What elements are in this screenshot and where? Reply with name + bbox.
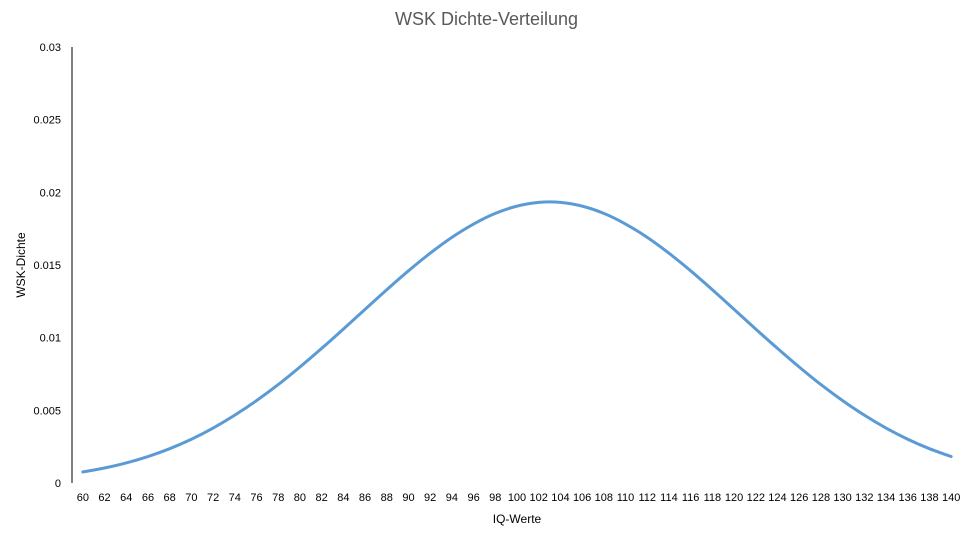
- x-tick-label: 94: [446, 492, 458, 504]
- x-tick-label: 92: [424, 492, 436, 504]
- y-tick-label: 0.005: [33, 405, 61, 417]
- x-tick-label: 70: [185, 492, 197, 504]
- y-tick-label: 0.015: [33, 260, 61, 272]
- x-tick-label: 126: [790, 492, 808, 504]
- chart-title: WSK Dichte-Verteilung: [394, 9, 579, 29]
- x-tick-label: 88: [381, 492, 393, 504]
- x-tick-label: 140: [942, 492, 960, 504]
- x-tick-label: 64: [120, 492, 132, 504]
- x-tick-label: 90: [402, 492, 414, 504]
- x-tick-label: 112: [638, 492, 656, 504]
- x-tick-label: 138: [920, 492, 938, 504]
- x-tick-label: 78: [272, 492, 284, 504]
- y-tick-label: 0.02: [40, 187, 61, 199]
- x-tick-label: 60: [77, 492, 89, 504]
- x-tick-label: 98: [489, 492, 501, 504]
- x-tick-label: 134: [877, 492, 895, 504]
- x-tick-label: 116: [682, 492, 700, 504]
- x-tick-label: 86: [359, 492, 371, 504]
- x-tick-labels: 60 62 64 66 68 70 72 74 76 78 80 82 84 86 88 90 92 94 96 98…: [77, 492, 961, 504]
- y-tick-label: 0: [55, 478, 61, 490]
- x-tick-label: 110: [617, 492, 635, 504]
- x-axis-title: IQ-Werte: [493, 512, 542, 526]
- y-axis-title: WSK-Dichte: [14, 232, 28, 298]
- y-tick-label: 0.03: [40, 42, 61, 54]
- x-tick-label: 84: [337, 492, 349, 504]
- x-tick-label: 76: [250, 492, 262, 504]
- x-tick-label: 80: [294, 492, 306, 504]
- x-tick-label: 124: [768, 492, 786, 504]
- x-tick-label: 82: [316, 492, 328, 504]
- x-tick-label: 100: [508, 492, 526, 504]
- x-tick-label: 136: [899, 492, 917, 504]
- x-tick-label: 132: [855, 492, 873, 504]
- x-tick-label: 118: [704, 492, 722, 504]
- y-tick-label: 0.01: [40, 333, 61, 345]
- x-tick-label: 66: [142, 492, 154, 504]
- y-tick-labels: 0 0.005 0.01 0.015 0.02 0.025 0.03: [33, 42, 61, 490]
- x-tick-label: 72: [207, 492, 219, 504]
- x-tick-label: 96: [467, 492, 479, 504]
- x-tick-label: 106: [573, 492, 591, 504]
- series-line: [81, 200, 953, 474]
- x-tick-label: 62: [98, 492, 110, 504]
- x-tick-label: 74: [229, 492, 241, 504]
- x-tick-label: 128: [812, 492, 830, 504]
- x-tick-label: 108: [595, 492, 613, 504]
- x-tick-label: 130: [833, 492, 851, 504]
- x-tick-label: 114: [660, 492, 678, 504]
- x-tick-label: 68: [164, 492, 176, 504]
- x-tick-label: 104: [551, 492, 569, 504]
- x-tick-label: 102: [530, 492, 548, 504]
- y-tick-label: 0.025: [33, 115, 61, 127]
- x-tick-label: 120: [725, 492, 743, 504]
- x-tick-label: 122: [747, 492, 765, 504]
